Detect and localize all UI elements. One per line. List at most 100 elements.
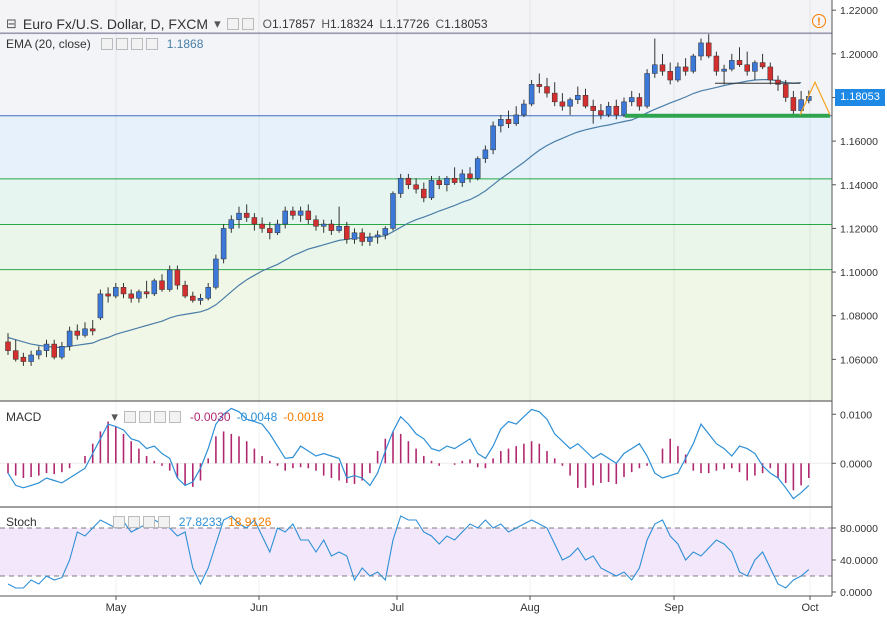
candle-body (513, 114, 519, 124)
candle-body (5, 341, 11, 351)
candle-body (128, 293, 134, 299)
candle-body (736, 60, 743, 65)
candle-body (390, 193, 396, 229)
fib-zone-1 (0, 115, 832, 179)
candle-body (43, 343, 50, 351)
format-icon[interactable] (142, 516, 155, 528)
format-icon[interactable] (153, 411, 166, 423)
candle-body (659, 64, 666, 72)
eye-icon[interactable] (100, 38, 113, 50)
warning-icon[interactable]: ! (812, 14, 826, 28)
candle-body (228, 219, 235, 229)
candle-body (166, 269, 173, 290)
candle-body (521, 103, 527, 116)
dropdown-icon[interactable]: ▾ (214, 16, 221, 31)
candle-body (628, 97, 635, 103)
candle-body (505, 119, 512, 124)
candle-body (59, 346, 65, 358)
candle-body (243, 212, 250, 218)
candle-body (97, 293, 104, 319)
high-label: H (321, 17, 330, 31)
candle-body (367, 236, 373, 242)
macd-line (7, 407, 810, 500)
candle-body (605, 105, 612, 116)
candle-body (775, 79, 781, 85)
time-tick-label: Sep (664, 602, 684, 614)
macd-label: MACD (6, 410, 42, 424)
time-tick-label: Aug (520, 602, 540, 614)
last-price-tag: 1.18053 (835, 89, 885, 106)
close-icon[interactable] (157, 516, 170, 528)
low-value: 1.17726 (386, 17, 430, 31)
price-tick-label: 1.22000 (840, 5, 878, 17)
candle-body (74, 330, 81, 336)
candle-body (305, 210, 312, 220)
ema-label: EMA (20, close) (6, 37, 91, 51)
candle-body (705, 42, 712, 57)
ema-layer (7, 79, 802, 348)
candle-body (498, 119, 504, 127)
macd-tick-label: 0.0000 (840, 458, 872, 470)
stoch-band-fill (0, 528, 832, 576)
price-tick-label: 1.08000 (840, 311, 878, 323)
candle-body (729, 60, 735, 70)
eye-icon[interactable] (226, 18, 239, 30)
ema-value: 1.1868 (166, 37, 204, 51)
eye-icon[interactable] (112, 516, 125, 528)
candle-body (536, 84, 543, 87)
macd-pane (0, 407, 832, 500)
settings-icon[interactable] (138, 411, 151, 423)
candle-body (282, 210, 288, 225)
stoch-tick-label: 80.0000 (840, 523, 878, 535)
candle-body (721, 68, 727, 72)
candle-body (82, 328, 88, 336)
macd-hist-value: -0.0030 (189, 410, 231, 424)
candle-body (136, 291, 142, 299)
macd-signal-value: -0.0018 (283, 410, 324, 424)
candle-body (682, 66, 689, 72)
candle-body (482, 149, 489, 159)
candle-body (190, 295, 196, 301)
open-label: O (262, 17, 272, 31)
candle-body (251, 217, 258, 225)
price-tick-label: 1.06000 (840, 354, 878, 366)
candle-body (28, 354, 34, 362)
candle-body (759, 62, 766, 68)
candle-body (474, 158, 481, 179)
candle-body (544, 86, 550, 94)
settings-icon[interactable] (127, 516, 140, 528)
candle-body (351, 232, 358, 240)
symbol-title: Euro Fx/U.S. Dollar, D, FXCM (22, 16, 209, 32)
format-icon[interactable] (130, 38, 143, 50)
candle-body (382, 228, 389, 236)
candle-body (428, 180, 435, 199)
settings-icon[interactable] (115, 38, 128, 50)
candle-body (636, 97, 643, 107)
high-value: 1.18324 (330, 17, 374, 31)
stoch-d-value: 18.9126 (228, 515, 272, 529)
close-icon[interactable] (168, 411, 181, 423)
candlestick-series (5, 34, 812, 366)
fib-zone-3 (0, 224, 832, 270)
price-tick-label: 1.14000 (840, 180, 878, 192)
candle-body (328, 223, 335, 231)
dropdown-icon[interactable]: ▾ (111, 409, 118, 424)
candle-body (459, 173, 466, 183)
candle-body (259, 223, 265, 229)
eye-icon[interactable] (123, 411, 136, 423)
settings-icon[interactable] (241, 18, 254, 30)
candle-body (644, 73, 650, 107)
candle-body (159, 280, 165, 290)
stoch-pane (0, 515, 832, 589)
close-icon[interactable] (145, 38, 158, 50)
stoch-legend: Stoch 27.8233 18.9126 (6, 515, 271, 529)
candle-body (567, 99, 573, 107)
candle-body (151, 280, 158, 295)
stoch-tick-label: 40.0000 (840, 555, 878, 567)
candle-body (105, 293, 111, 297)
candle-body (782, 84, 789, 98)
candle-body (359, 232, 365, 242)
stoch-k-line (7, 515, 810, 589)
collapse-icon[interactable]: ⊟ (6, 16, 17, 31)
